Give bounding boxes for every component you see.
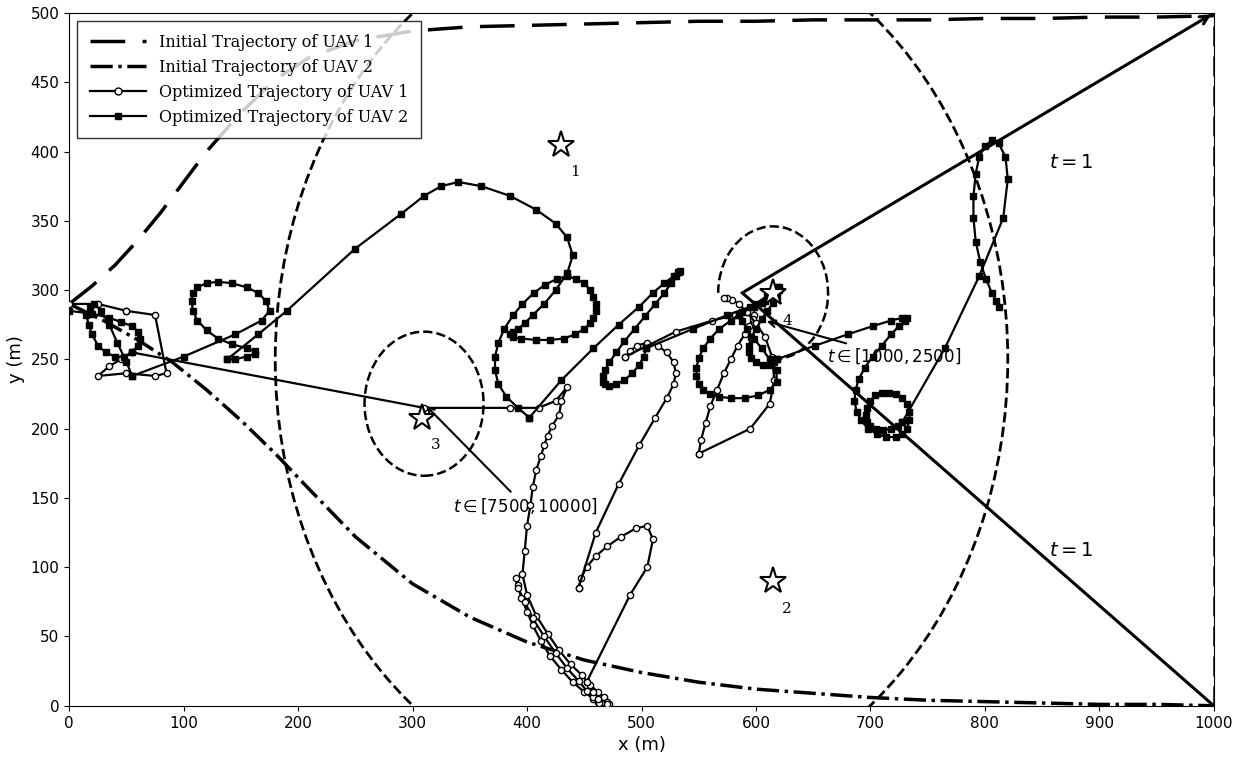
Optimized Trajectory of UAV 2 bbox=[98, 348, 113, 357]
Initial Trajectory of UAV 1 bbox=[1149, 12, 1164, 21]
Legend: Initial Trajectory of UAV 1, Initial Trajectory of UAV 2, Optimized Trajectory o: Initial Trajectory of UAV 1, Initial Tra… bbox=[77, 21, 420, 139]
Optimized Trajectory of UAV 2 bbox=[84, 309, 99, 318]
Initial Trajectory of UAV 2 bbox=[348, 532, 363, 541]
Optimized Trajectory of UAV 2 bbox=[91, 341, 105, 350]
Initial Trajectory of UAV 2 bbox=[130, 336, 145, 345]
Text: $t \in [1000, 2500]$: $t \in [1000, 2500]$ bbox=[769, 320, 961, 366]
Initial Trajectory of UAV 1 bbox=[1092, 12, 1107, 21]
Initial Trajectory of UAV 2 bbox=[1207, 701, 1221, 710]
Initial Trajectory of UAV 1 bbox=[1207, 11, 1221, 21]
Initial Trajectory of UAV 2 bbox=[1092, 700, 1107, 709]
Initial Trajectory of UAV 1 bbox=[84, 282, 99, 291]
Optimized Trajectory of UAV 2 bbox=[102, 314, 117, 323]
Initial Trajectory of UAV 1 bbox=[749, 17, 764, 26]
Initial Trajectory of UAV 1 bbox=[130, 236, 145, 245]
Optimized Trajectory of UAV 2 bbox=[62, 306, 77, 315]
Optimized Trajectory of UAV 2 bbox=[133, 334, 148, 343]
Initial Trajectory of UAV 1 bbox=[108, 260, 123, 269]
Optimized Trajectory of UAV 2 bbox=[82, 302, 97, 311]
Initial Trajectory of UAV 1 bbox=[233, 108, 248, 117]
Initial Trajectory of UAV 1 bbox=[1034, 14, 1049, 23]
Line: Initial Trajectory of UAV 2: Initial Trajectory of UAV 2 bbox=[69, 304, 1214, 705]
Initial Trajectory of UAV 1 bbox=[806, 15, 821, 24]
Initial Trajectory of UAV 2 bbox=[62, 299, 77, 308]
Text: 2: 2 bbox=[782, 602, 792, 616]
Initial Trajectory of UAV 2 bbox=[920, 696, 935, 705]
Optimized Trajectory of UAV 2 bbox=[125, 371, 140, 380]
Optimized Trajectory of UAV 1 bbox=[62, 299, 77, 308]
Initial Trajectory of UAV 2 bbox=[806, 689, 821, 698]
Initial Trajectory of UAV 2 bbox=[463, 613, 477, 622]
Optimized Trajectory of UAV 2 bbox=[110, 338, 125, 347]
Initial Trajectory of UAV 2 bbox=[268, 449, 283, 458]
Optimized Trajectory of UAV 2 bbox=[87, 299, 102, 308]
Initial Trajectory of UAV 2 bbox=[1149, 700, 1164, 709]
Optimized Trajectory of UAV 2 bbox=[130, 327, 145, 336]
Initial Trajectory of UAV 1 bbox=[977, 14, 992, 23]
Optimized Trajectory of UAV 2 bbox=[108, 352, 123, 361]
Initial Trajectory of UAV 1 bbox=[154, 208, 169, 217]
Initial Trajectory of UAV 2 bbox=[303, 485, 317, 494]
Initial Trajectory of UAV 2 bbox=[749, 685, 764, 694]
Text: $t \in [7500, 10000]$: $t \in [7500, 10000]$ bbox=[428, 407, 598, 516]
Initial Trajectory of UAV 2 bbox=[577, 655, 591, 664]
Optimized Trajectory of UAV 2 bbox=[84, 330, 99, 339]
Initial Trajectory of UAV 1 bbox=[268, 75, 283, 84]
Optimized Trajectory of UAV 2 bbox=[113, 317, 128, 326]
Optimized Trajectory of UAV 1 bbox=[119, 306, 134, 315]
Y-axis label: y (m): y (m) bbox=[7, 336, 25, 384]
Optimized Trajectory of UAV 2 bbox=[102, 320, 117, 330]
Text: $t = 1$: $t = 1$ bbox=[1049, 154, 1092, 172]
Line: Initial Trajectory of UAV 1: Initial Trajectory of UAV 1 bbox=[69, 16, 1214, 304]
X-axis label: x (m): x (m) bbox=[618, 736, 666, 754]
Initial Trajectory of UAV 1 bbox=[200, 147, 215, 156]
Initial Trajectory of UAV 1 bbox=[920, 15, 935, 24]
Initial Trajectory of UAV 1 bbox=[405, 27, 420, 36]
Initial Trajectory of UAV 1 bbox=[176, 177, 191, 186]
Line: Optimized Trajectory of UAV 1: Optimized Trajectory of UAV 1 bbox=[66, 301, 129, 314]
Optimized Trajectory of UAV 1 bbox=[91, 299, 105, 308]
Initial Trajectory of UAV 2 bbox=[1034, 699, 1049, 708]
Initial Trajectory of UAV 2 bbox=[863, 693, 878, 702]
Optimized Trajectory of UAV 2 bbox=[94, 306, 109, 315]
Optimized Trajectory of UAV 2 bbox=[82, 320, 97, 330]
Text: $t = 1$: $t = 1$ bbox=[1049, 542, 1092, 560]
Text: 3: 3 bbox=[430, 438, 440, 452]
Initial Trajectory of UAV 2 bbox=[692, 677, 707, 686]
Initial Trajectory of UAV 1 bbox=[62, 299, 77, 308]
Optimized Trajectory of UAV 2 bbox=[125, 348, 140, 357]
Initial Trajectory of UAV 1 bbox=[634, 18, 649, 27]
Optimized Trajectory of UAV 2 bbox=[130, 341, 145, 350]
Line: Optimized Trajectory of UAV 2: Optimized Trajectory of UAV 2 bbox=[66, 301, 144, 380]
Initial Trajectory of UAV 2 bbox=[405, 579, 420, 588]
Initial Trajectory of UAV 2 bbox=[165, 358, 180, 367]
Text: 4: 4 bbox=[782, 314, 792, 327]
Initial Trajectory of UAV 1 bbox=[520, 21, 534, 30]
Initial Trajectory of UAV 2 bbox=[233, 416, 248, 425]
Optimized Trajectory of UAV 2 bbox=[119, 358, 134, 367]
Initial Trajectory of UAV 2 bbox=[520, 638, 534, 647]
Initial Trajectory of UAV 1 bbox=[863, 15, 878, 24]
Initial Trajectory of UAV 1 bbox=[463, 22, 477, 31]
Initial Trajectory of UAV 2 bbox=[634, 668, 649, 677]
Initial Trajectory of UAV 2 bbox=[977, 697, 992, 706]
Optimized Trajectory of UAV 2 bbox=[79, 310, 94, 320]
Initial Trajectory of UAV 2 bbox=[97, 316, 112, 325]
Initial Trajectory of UAV 1 bbox=[348, 36, 363, 45]
Initial Trajectory of UAV 1 bbox=[577, 20, 591, 29]
Text: 1: 1 bbox=[570, 165, 580, 180]
Initial Trajectory of UAV 1 bbox=[692, 17, 707, 26]
Optimized Trajectory of UAV 2 bbox=[125, 322, 140, 331]
Optimized Trajectory of UAV 2 bbox=[117, 352, 131, 361]
Initial Trajectory of UAV 2 bbox=[200, 385, 215, 394]
Initial Trajectory of UAV 1 bbox=[303, 53, 317, 62]
